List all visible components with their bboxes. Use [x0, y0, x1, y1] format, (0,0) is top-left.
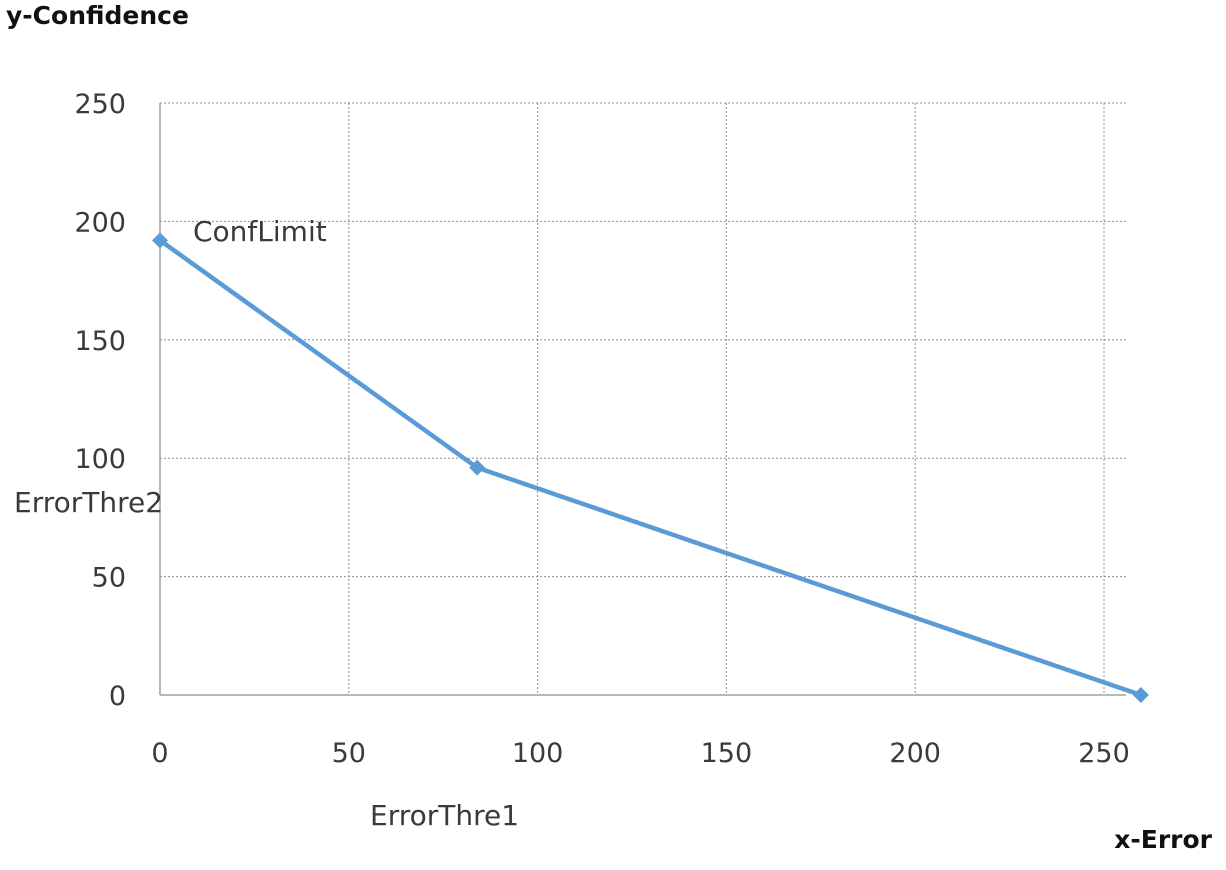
x-tick-label: 100: [512, 738, 564, 769]
grid: [160, 102, 1126, 695]
x-tick-label: 200: [889, 738, 941, 769]
y-tick-labels: 0 50 100 150 200 250: [74, 89, 126, 712]
x-tick-label: 50: [332, 738, 366, 769]
annotation-errorthre2: ErrorThre2: [14, 486, 163, 519]
annotation-conflimit: ConfLimit: [193, 215, 327, 248]
y-tick-label: 150: [74, 326, 126, 357]
annotation-errorthre1: ErrorThre1: [370, 799, 519, 832]
y-tick-label: 200: [74, 207, 126, 238]
y-tick-label: 50: [92, 563, 126, 594]
series: [152, 232, 1149, 703]
data-point-marker: [1132, 687, 1149, 703]
x-tick-label: 0: [151, 738, 168, 769]
data-point-marker: [469, 459, 486, 476]
x-tick-label: 150: [701, 738, 753, 769]
data-point-marker: [152, 232, 168, 249]
y-tick-label: 0: [109, 681, 126, 712]
x-axis-title: x-Error: [1114, 825, 1212, 854]
y-axis-title: y-Confidence: [6, 1, 189, 30]
y-tick-label: 250: [74, 89, 126, 120]
x-tick-label: 250: [1078, 738, 1130, 769]
axes: [159, 103, 1126, 696]
y-tick-label: 100: [74, 444, 126, 475]
series-line: [158, 238, 1142, 698]
x-tick-labels: 0 50 100 150 200 250: [151, 738, 1129, 769]
